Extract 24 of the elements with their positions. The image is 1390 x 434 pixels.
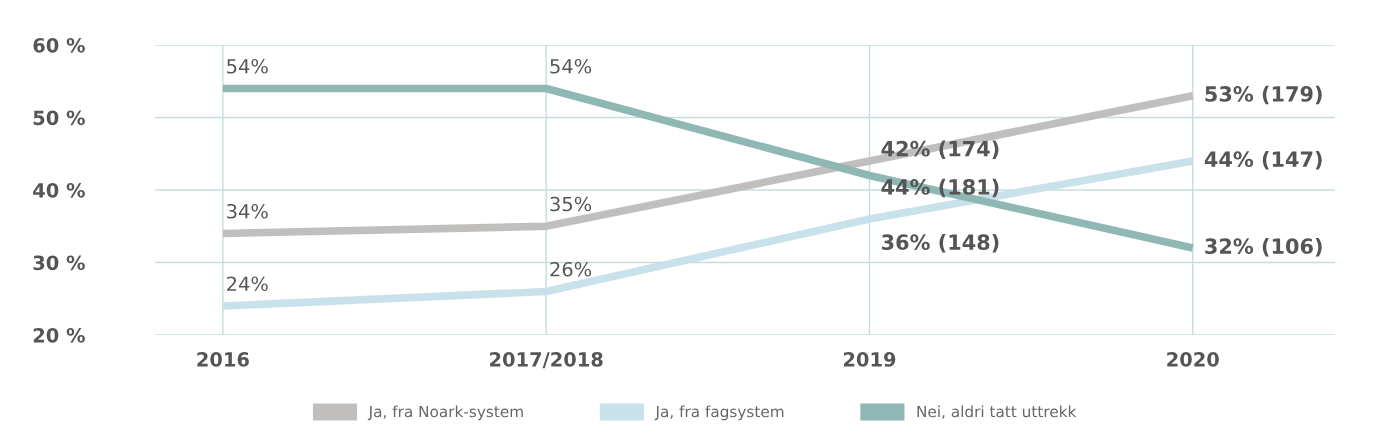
data-label: 54% [550, 58, 592, 74]
x-tick-label: 2016 [197, 352, 249, 367]
legend-label: Ja, fra fagsystem [654, 405, 784, 421]
data-label: 36% (148) [881, 233, 999, 253]
y-tick-label: 60 % [33, 37, 85, 53]
y-tick-label: 20 % [33, 327, 85, 343]
data-label: 26% [550, 261, 592, 277]
legend-label: Ja, fra Noark-system [367, 405, 523, 421]
data-label: 32% (106) [1205, 237, 1322, 257]
data-label: 42% (174) [881, 140, 999, 159]
y-tick-label: 30 % [33, 255, 85, 271]
y-tick-label: 40 % [33, 182, 85, 198]
data-label: 53% (179) [1205, 85, 1322, 105]
data-label: 35% [550, 196, 592, 212]
legend-label: Nei, aldri tatt uttrekk [917, 405, 1077, 419]
data-label: 24% [227, 276, 268, 292]
data-label: 34% [227, 203, 268, 219]
y-tick-label: 50 % [33, 110, 85, 126]
data-label: 54% [227, 58, 268, 74]
x-tick-label: 2019 [843, 352, 896, 367]
x-tick-label: 2020 [1167, 352, 1219, 367]
data-label: 44% (181) [881, 178, 999, 198]
x-tick-label: 2017/2018 [490, 352, 603, 369]
data-label: 44% (147) [1204, 150, 1322, 170]
